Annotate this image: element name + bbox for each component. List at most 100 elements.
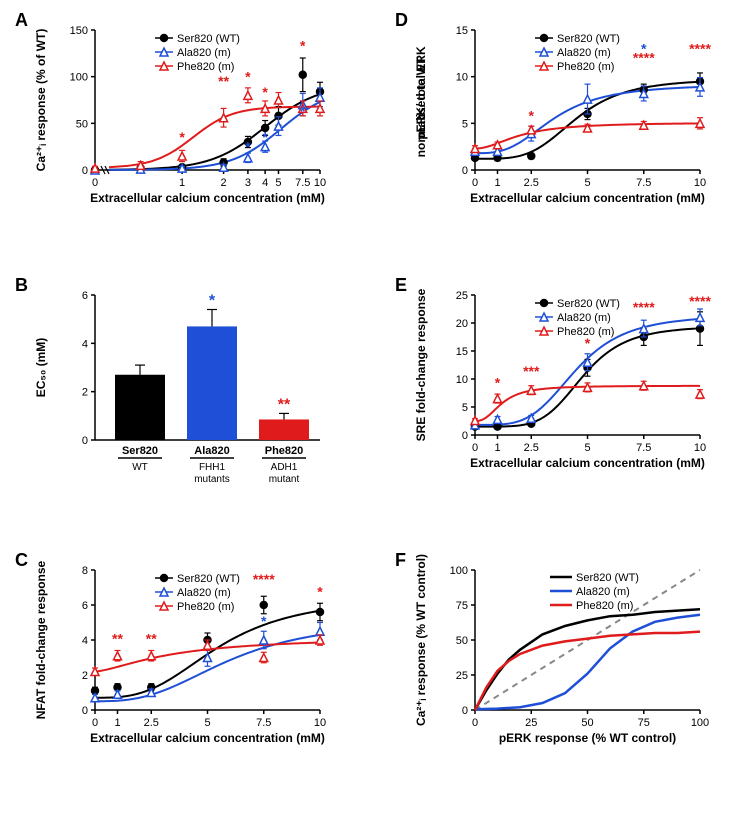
svg-text:Phe820: Phe820 [265,445,304,457]
svg-text:mutant: mutant [269,474,300,485]
svg-text:150: 150 [70,25,88,37]
svg-text:100: 100 [691,717,709,729]
svg-text:1: 1 [179,177,185,189]
chart-a: 0501001500123457.510Extracellular calciu… [85,25,325,205]
panel-label-d: D [395,10,408,31]
svg-text:1: 1 [494,177,500,189]
svg-text:5: 5 [462,402,468,414]
svg-text:0: 0 [462,705,468,717]
panel-label-e: E [395,275,407,296]
svg-text:Ala820 (m): Ala820 (m) [177,47,231,59]
svg-text:25: 25 [525,717,537,729]
svg-text:0: 0 [472,442,478,454]
panel-d: D 051015012.557.510Extracellular calcium… [395,10,715,260]
svg-text:10: 10 [456,72,468,84]
svg-text:Ser820 (WT): Ser820 (WT) [177,33,240,45]
panel-label-f: F [395,550,406,571]
svg-text:75: 75 [456,600,468,612]
svg-text:0: 0 [92,717,98,729]
svg-text:5: 5 [462,118,468,130]
svg-text:Ser820 (WT): Ser820 (WT) [557,298,620,310]
svg-text:0: 0 [82,435,88,447]
svg-text:15: 15 [456,25,468,37]
svg-text:Ala820 (m): Ala820 (m) [177,587,231,599]
panel-f: F 02550751000255075100pERK response (% W… [395,550,715,800]
panel-label-b: B [15,275,28,296]
svg-text:pERK response (% WT control): pERK response (% WT control) [499,731,676,745]
chart-e: 0510152025012.557.510Extracellular calci… [465,290,705,470]
svg-text:0: 0 [472,177,478,189]
svg-text:4: 4 [82,338,88,350]
svg-text:SRE fold-change response: SRE fold-change response [414,288,428,441]
svg-text:4: 4 [82,635,88,647]
svg-text:Ser820 (WT): Ser820 (WT) [177,573,240,585]
svg-text:5: 5 [584,442,590,454]
svg-text:10: 10 [456,374,468,386]
panel-label-c: C [15,550,28,571]
svg-text:WT: WT [132,462,148,473]
svg-text:25: 25 [456,670,468,682]
svg-text:Ca²⁺ᵢ response (% of WT): Ca²⁺ᵢ response (% of WT) [34,29,48,172]
svg-text:100: 100 [70,72,88,84]
svg-text:100: 100 [450,565,468,577]
svg-text:FHH1: FHH1 [199,462,226,473]
svg-text:*: * [261,613,267,629]
svg-text:4: 4 [262,177,268,189]
svg-text:10: 10 [314,717,326,729]
svg-text:*: * [300,38,306,54]
svg-text:****: **** [253,571,275,587]
chart-d: 051015012.557.510Extracellular calcium c… [465,25,705,205]
svg-text:10: 10 [694,177,706,189]
svg-text:Ca²⁺ᵢ response (% WT control): Ca²⁺ᵢ response (% WT control) [414,554,428,726]
svg-text:5: 5 [584,177,590,189]
svg-text:***: *** [523,363,540,379]
svg-text:7.5: 7.5 [636,442,651,454]
svg-text:**: ** [278,396,291,413]
svg-text:8: 8 [82,565,88,577]
panel-a: A 0501001500123457.510Extracellular calc… [15,10,335,260]
svg-text:25: 25 [456,290,468,302]
svg-text:6: 6 [82,290,88,302]
svg-text:1: 1 [114,717,120,729]
svg-text:normalised to WT: normalised to WT [414,56,428,157]
svg-text:Phe820 (m): Phe820 (m) [576,600,633,612]
svg-text:*: * [317,583,323,599]
svg-text:10: 10 [694,442,706,454]
svg-text:Ala820 (m): Ala820 (m) [557,312,611,324]
chart-c: 02468012.557.510Extracellular calcium co… [85,565,325,745]
svg-text:10: 10 [314,177,326,189]
chart-b-svg: 0246EC₅₀ (mM)Ser820WT*Ala820FHH1mutants*… [85,290,325,490]
svg-text:mutants: mutants [194,474,230,485]
svg-text:EC₅₀ (mM): EC₅₀ (mM) [34,338,48,398]
svg-text:0: 0 [462,165,468,177]
panel-b: B 0246EC₅₀ (mM)Ser820WT*Ala820FHH1mutant… [15,275,335,495]
svg-text:0: 0 [92,177,98,189]
svg-text:**: ** [112,631,123,647]
svg-text:Ala820: Ala820 [194,445,229,457]
svg-text:*: * [245,138,251,154]
svg-text:50: 50 [76,118,88,130]
svg-text:*: * [179,129,185,145]
chart-b: 0246EC₅₀ (mM)Ser820WT*Ala820FHH1mutants*… [85,290,325,440]
svg-text:ADH1: ADH1 [271,462,298,473]
svg-text:Ala820 (m): Ala820 (m) [557,47,611,59]
svg-text:75: 75 [638,717,650,729]
svg-text:****: **** [689,40,711,56]
svg-text:5: 5 [204,717,210,729]
svg-text:****: **** [633,299,655,315]
svg-text:Ser820 (WT): Ser820 (WT) [576,572,639,584]
chart-d-svg: 051015012.557.510Extracellular calcium c… [465,25,705,205]
svg-text:2: 2 [221,177,227,189]
svg-text:*: * [641,40,647,56]
svg-text:7.5: 7.5 [636,177,651,189]
chart-f: 02550751000255075100pERK response (% WT … [465,565,705,745]
svg-text:Extracellular calcium concentr: Extracellular calcium concentration (mM) [90,191,325,205]
svg-text:****: **** [689,293,711,309]
svg-text:0: 0 [82,705,88,717]
svg-text:20: 20 [456,318,468,330]
svg-text:**: ** [218,73,229,89]
svg-text:**: ** [146,631,157,647]
svg-text:50: 50 [581,717,593,729]
svg-text:2.5: 2.5 [524,442,539,454]
svg-text:0: 0 [462,430,468,442]
